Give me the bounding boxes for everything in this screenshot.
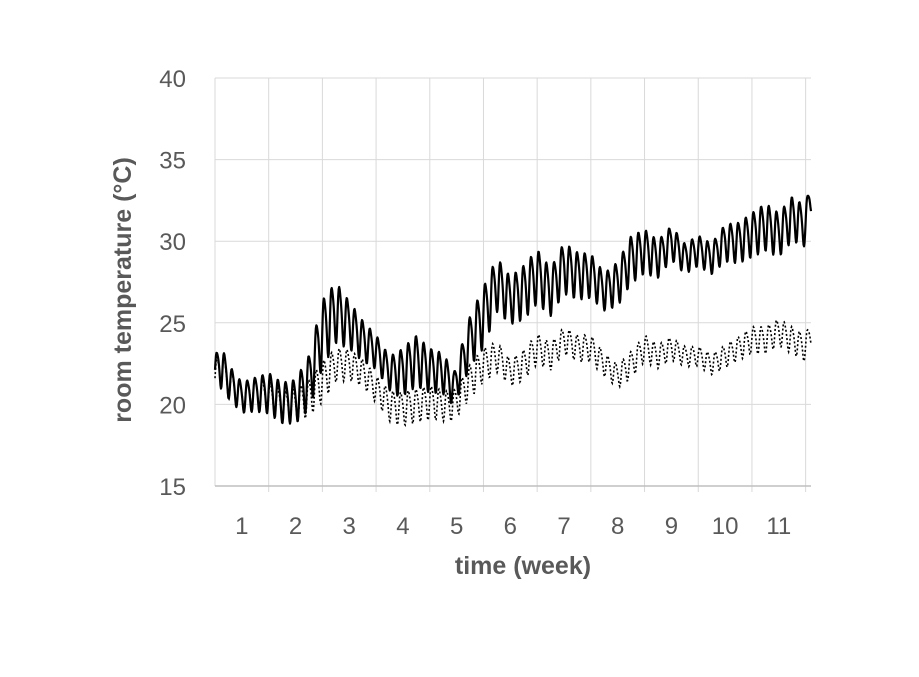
y-tick-label: 35 [159, 148, 186, 175]
y-axis-title: room temperature (°C) [109, 157, 137, 423]
x-tick-label: 6 [504, 513, 517, 540]
y-tick-label: 15 [159, 474, 186, 501]
y-tick-label: 30 [159, 229, 186, 256]
x-tick-label: 10 [712, 513, 739, 540]
y-tick-label: 40 [159, 66, 186, 93]
series-line-solid [213, 194, 813, 425]
x-tick-labels: 1 2 3 4 5 6 7 8 9 10 11 [235, 513, 791, 540]
x-tick-label: 1 [235, 513, 248, 540]
x-tick-label: 3 [343, 513, 356, 540]
x-tick-label: 11 [766, 513, 791, 540]
y-tick-labels: 15 20 25 30 35 40 [159, 66, 186, 501]
x-tick-label: 9 [665, 513, 678, 540]
x-tick-label: 2 [289, 513, 302, 540]
series-line-dotted [214, 319, 812, 428]
series-lines [213, 194, 813, 428]
y-tick-label: 25 [159, 311, 186, 338]
y-tick-label: 20 [159, 392, 186, 419]
x-tick-label: 8 [611, 513, 624, 540]
x-tick-label: 4 [396, 513, 409, 540]
x-tick-label: 5 [450, 513, 463, 540]
x-axis-title: time (week) [455, 552, 591, 580]
grid [214, 77, 811, 492]
x-tick-label: 7 [557, 513, 570, 540]
